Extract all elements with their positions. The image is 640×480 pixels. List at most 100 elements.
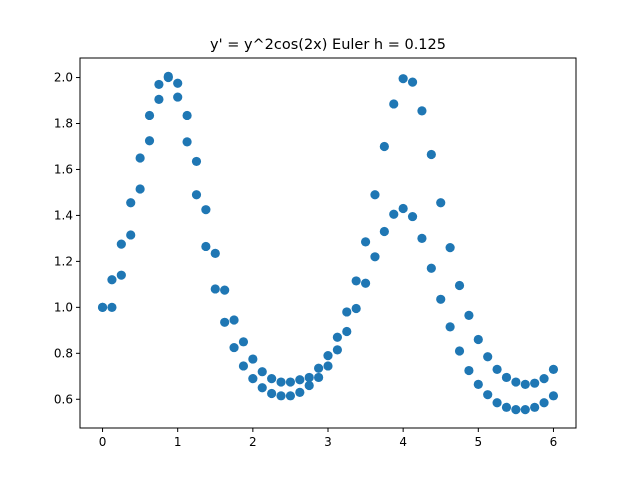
data-point-series-2 bbox=[211, 284, 220, 293]
data-point-series-1 bbox=[352, 276, 361, 285]
data-point-series-1 bbox=[295, 375, 304, 384]
data-point-series-2 bbox=[229, 343, 238, 352]
data-point-series-2 bbox=[276, 391, 285, 400]
data-point-series-2 bbox=[323, 361, 332, 370]
data-point-series-2 bbox=[436, 295, 445, 304]
y-tick-label: 1.4 bbox=[54, 209, 73, 223]
data-point-series-1 bbox=[220, 286, 229, 295]
data-point-series-1 bbox=[474, 335, 483, 344]
data-point-series-1 bbox=[126, 230, 135, 239]
data-point-series-1 bbox=[455, 281, 464, 290]
data-point-series-2 bbox=[539, 398, 548, 407]
plot-area bbox=[80, 58, 576, 428]
chart-title: y' = y^2cos(2x) Euler h = 0.125 bbox=[210, 37, 446, 53]
data-point-series-2 bbox=[492, 398, 501, 407]
data-point-series-2 bbox=[173, 92, 182, 101]
data-point-series-2 bbox=[333, 345, 342, 354]
data-point-series-1 bbox=[417, 106, 426, 115]
data-point-series-2 bbox=[98, 303, 107, 312]
data-point-series-1 bbox=[136, 184, 145, 193]
data-point-series-2 bbox=[258, 383, 267, 392]
data-point-series-1 bbox=[192, 157, 201, 166]
data-point-series-1 bbox=[107, 303, 116, 312]
data-point-series-2 bbox=[295, 388, 304, 397]
data-point-series-1 bbox=[117, 271, 126, 280]
data-point-series-2 bbox=[117, 240, 126, 249]
y-tick-label: 0.8 bbox=[54, 347, 73, 361]
data-point-series-1 bbox=[333, 333, 342, 342]
data-point-series-1 bbox=[258, 367, 267, 376]
data-point-series-1 bbox=[521, 380, 530, 389]
data-point-series-2 bbox=[220, 318, 229, 327]
data-point-series-1 bbox=[380, 142, 389, 151]
x-tick-label: 2 bbox=[249, 435, 257, 449]
y-tick-label: 1.6 bbox=[54, 163, 73, 177]
data-point-series-2 bbox=[446, 322, 455, 331]
y-tick-label: 2.0 bbox=[54, 71, 73, 85]
data-point-series-1 bbox=[408, 78, 417, 87]
data-point-series-2 bbox=[248, 374, 257, 383]
data-point-series-2 bbox=[427, 264, 436, 273]
data-point-series-2 bbox=[164, 72, 173, 81]
data-point-series-1 bbox=[370, 190, 379, 199]
data-point-series-1 bbox=[436, 198, 445, 207]
data-point-series-1 bbox=[154, 95, 163, 104]
data-point-series-2 bbox=[408, 212, 417, 221]
data-point-series-1 bbox=[211, 249, 220, 258]
data-point-series-2 bbox=[530, 403, 539, 412]
data-point-series-2 bbox=[239, 361, 248, 370]
data-point-series-1 bbox=[248, 354, 257, 363]
data-point-series-1 bbox=[145, 136, 154, 145]
data-point-series-2 bbox=[136, 153, 145, 162]
data-point-series-2 bbox=[380, 227, 389, 236]
data-point-series-1 bbox=[342, 307, 351, 316]
data-point-series-2 bbox=[521, 405, 530, 414]
data-point-series-2 bbox=[201, 242, 210, 251]
data-point-series-2 bbox=[192, 190, 201, 199]
data-point-series-1 bbox=[539, 374, 548, 383]
data-point-series-1 bbox=[492, 365, 501, 374]
data-point-series-1 bbox=[201, 205, 210, 214]
x-tick-label: 6 bbox=[550, 435, 558, 449]
x-tick-label: 4 bbox=[399, 435, 407, 449]
x-tick-label: 3 bbox=[324, 435, 332, 449]
x-tick-label: 0 bbox=[99, 435, 107, 449]
y-tick-label: 1.8 bbox=[54, 117, 73, 131]
data-point-series-2 bbox=[342, 327, 351, 336]
data-point-series-2 bbox=[352, 304, 361, 313]
data-point-series-2 bbox=[361, 279, 370, 288]
data-point-series-1 bbox=[182, 111, 191, 120]
data-point-series-1 bbox=[389, 99, 398, 108]
data-point-series-2 bbox=[267, 389, 276, 398]
y-tick-label: 0.6 bbox=[54, 392, 73, 406]
data-point-series-1 bbox=[399, 74, 408, 83]
data-point-series-1 bbox=[286, 377, 295, 386]
data-point-series-1 bbox=[446, 243, 455, 252]
data-point-series-1 bbox=[276, 377, 285, 386]
data-point-series-2 bbox=[126, 198, 135, 207]
data-point-series-1 bbox=[323, 351, 332, 360]
data-point-series-2 bbox=[511, 405, 520, 414]
data-point-series-1 bbox=[483, 352, 492, 361]
data-point-series-2 bbox=[455, 346, 464, 355]
data-point-series-2 bbox=[314, 373, 323, 382]
data-point-series-1 bbox=[530, 379, 539, 388]
data-point-series-2 bbox=[399, 204, 408, 213]
data-point-series-2 bbox=[474, 380, 483, 389]
data-point-series-1 bbox=[502, 373, 511, 382]
data-point-series-1 bbox=[427, 150, 436, 159]
data-point-series-1 bbox=[239, 337, 248, 346]
data-point-series-2 bbox=[182, 137, 191, 146]
data-point-series-2 bbox=[389, 210, 398, 219]
data-point-series-1 bbox=[173, 79, 182, 88]
data-point-series-2 bbox=[286, 391, 295, 400]
data-point-series-1 bbox=[267, 374, 276, 383]
data-point-series-2 bbox=[305, 381, 314, 390]
data-point-series-2 bbox=[145, 111, 154, 120]
data-point-series-1 bbox=[229, 315, 238, 324]
data-point-series-2 bbox=[464, 366, 473, 375]
data-point-series-2 bbox=[154, 80, 163, 89]
data-point-series-1 bbox=[549, 365, 558, 374]
data-point-series-1 bbox=[464, 311, 473, 320]
